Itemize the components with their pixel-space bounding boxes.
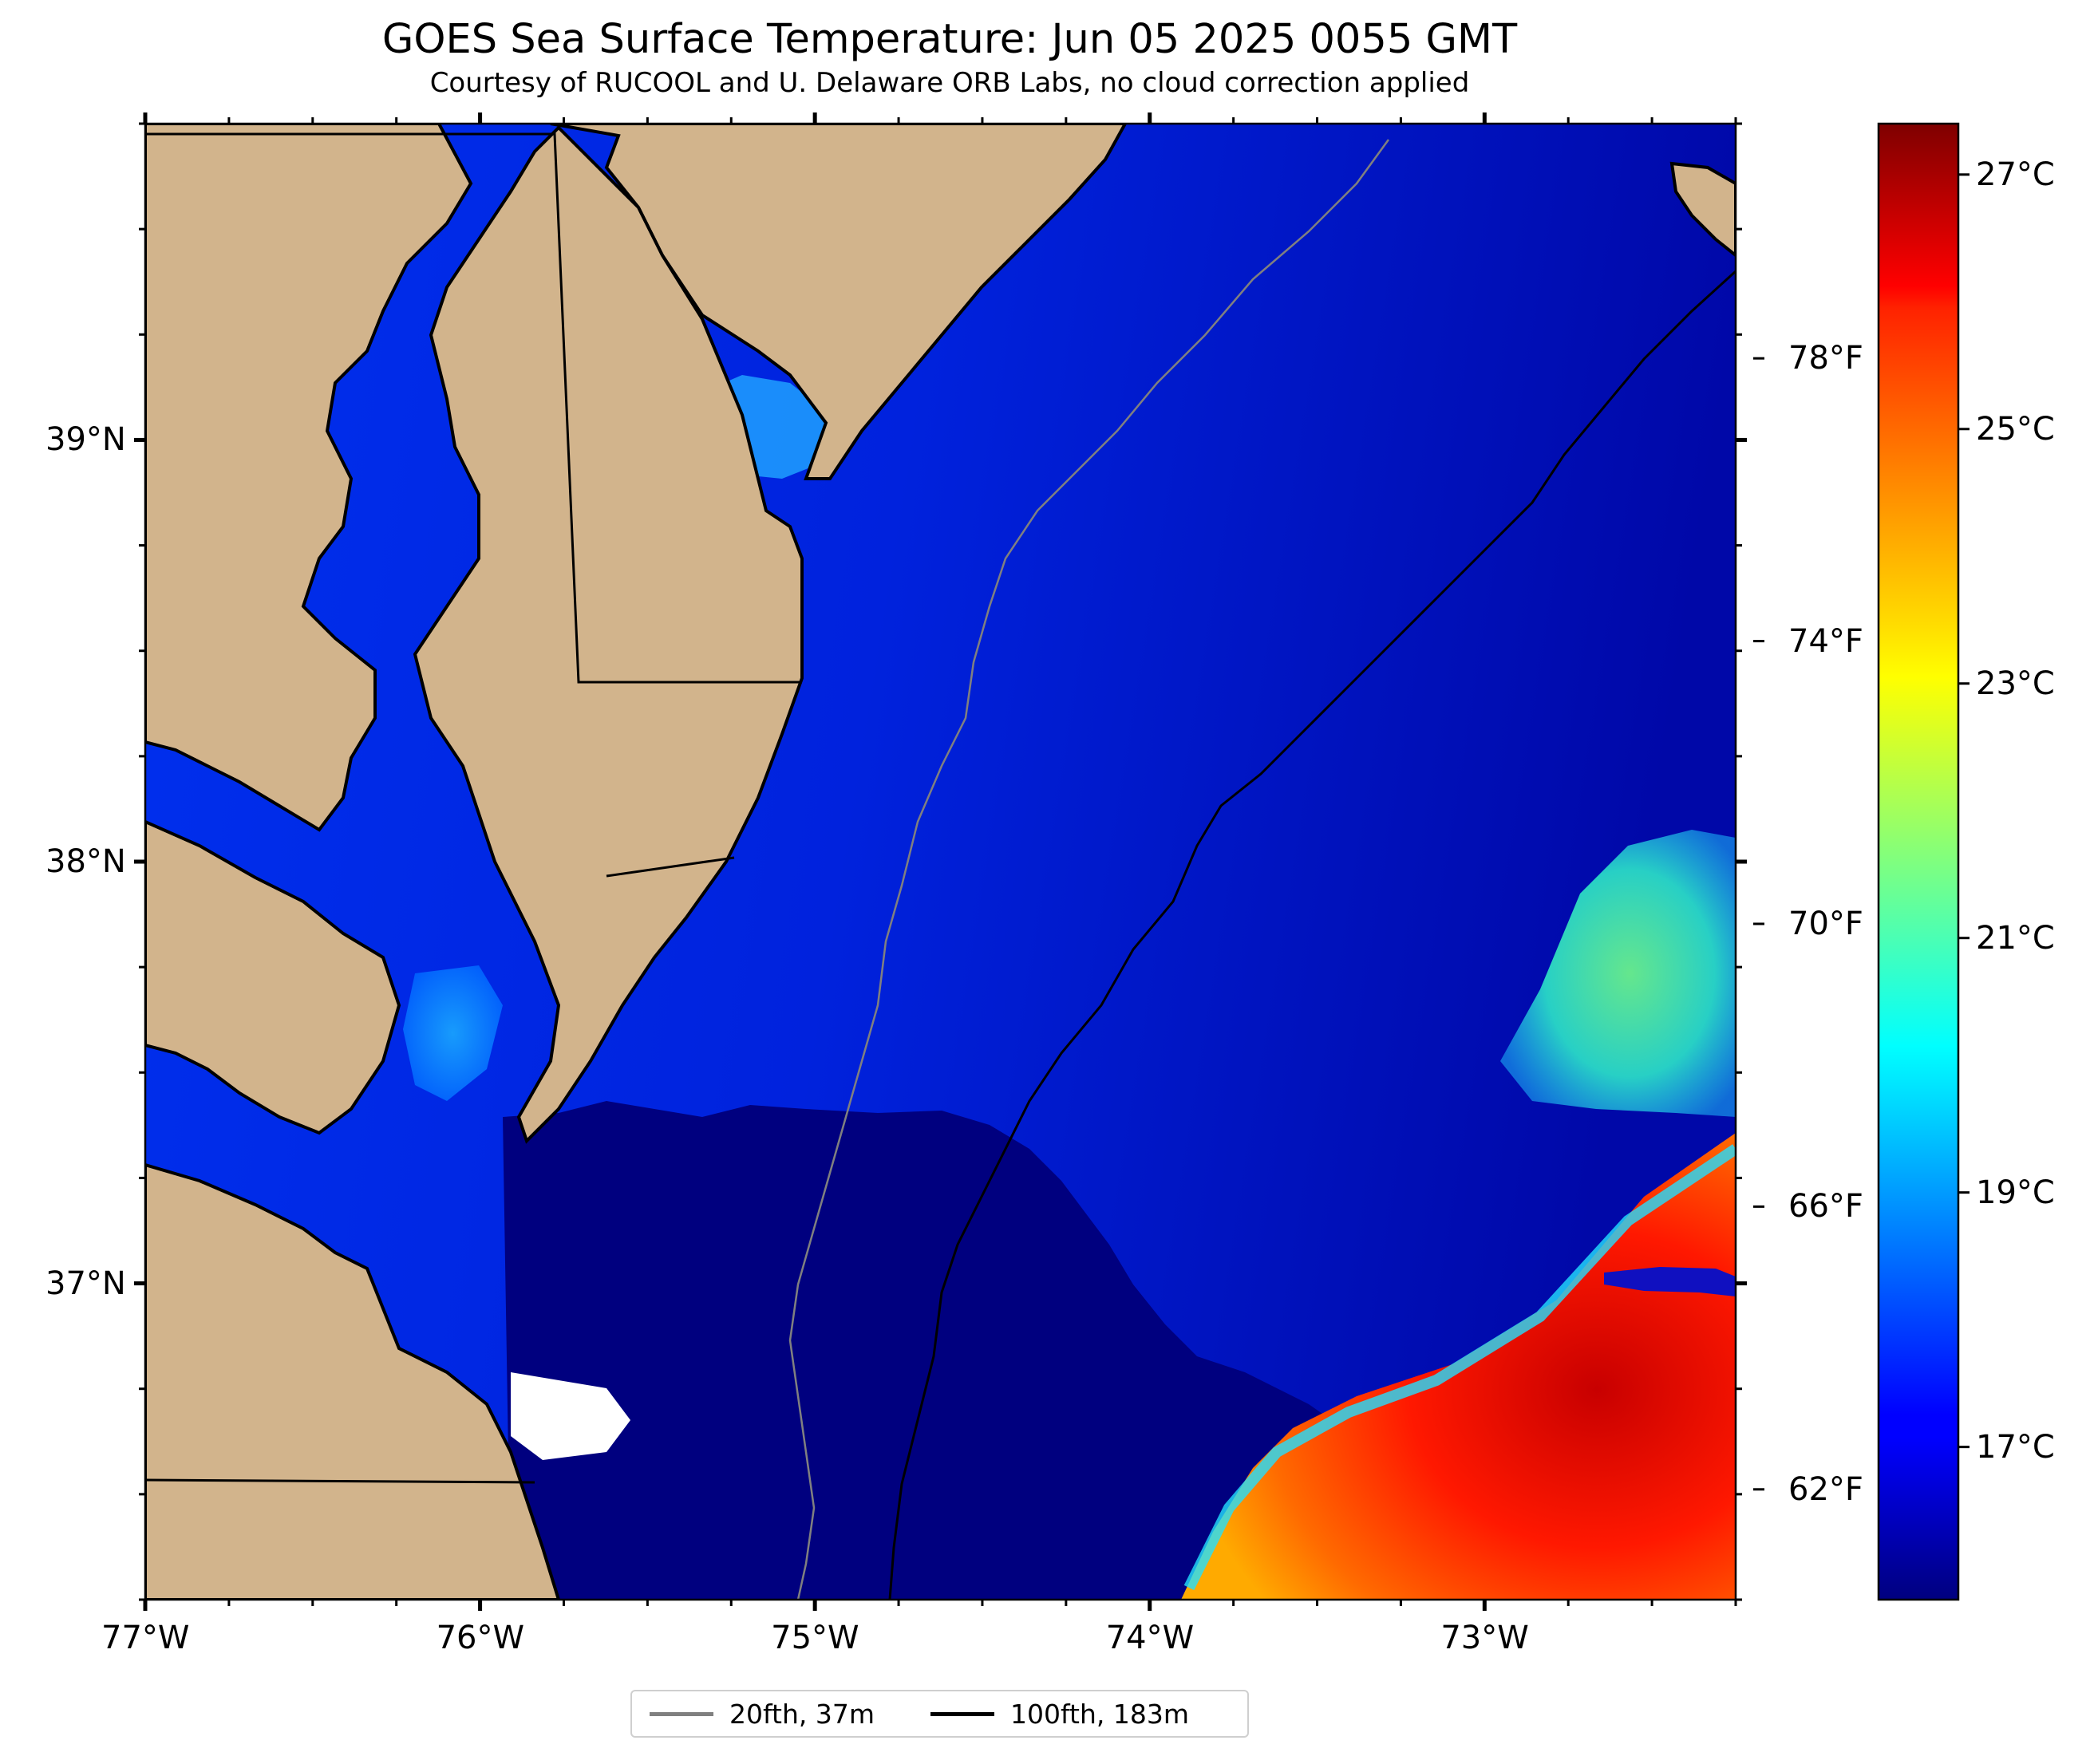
sst-warm-filament bbox=[1183, 1144, 1736, 1591]
sst-cold-eddy bbox=[1604, 1267, 1736, 1296]
legend: 20fth, 37m 100fth, 183m bbox=[630, 1690, 1249, 1738]
colorbar-celsius-label: 27°C bbox=[1976, 156, 2055, 193]
land-delmarva bbox=[413, 125, 804, 1144]
map-layers bbox=[145, 124, 1736, 1600]
land-virginia-neck bbox=[145, 819, 401, 1135]
colorbar-celsius-label: 23°C bbox=[1976, 665, 2055, 702]
colorbar-fahrenheit-label: 66°F bbox=[1788, 1188, 1863, 1225]
land-masses bbox=[145, 124, 1736, 1600]
legend-label-100fth: 100fth, 183m bbox=[1010, 1698, 1189, 1730]
land-virginia-south bbox=[145, 1162, 561, 1600]
lat-tick-label: 39°N bbox=[45, 421, 126, 459]
no-data-east-bay bbox=[511, 1372, 630, 1460]
colorbar bbox=[1877, 122, 1960, 1601]
sst-green-patch bbox=[1500, 830, 1736, 1117]
legend-line-100fth bbox=[930, 1711, 994, 1716]
isobath-100fth bbox=[888, 270, 1736, 1600]
figure-title: GOES Sea Surface Temperature: Jun 05 202… bbox=[381, 16, 1518, 63]
legend-item-20fth: 20fth, 37m bbox=[650, 1699, 875, 1730]
lat-tick-label: 38°N bbox=[45, 843, 126, 880]
lon-tick-label: 76°W bbox=[436, 1620, 525, 1656]
legend-line-20fth bbox=[650, 1711, 713, 1716]
lon-tick-label: 73°W bbox=[1440, 1620, 1529, 1656]
colorbar-fahrenheit-label: 70°F bbox=[1788, 905, 1863, 942]
colorbar-celsius-label: 17°C bbox=[1976, 1428, 2055, 1466]
colorbar-fahrenheit-label: 78°F bbox=[1788, 340, 1863, 377]
land-maryland-west bbox=[145, 124, 473, 832]
colorbar-celsius-label: 19°C bbox=[1976, 1174, 2055, 1211]
figure-subtitle: Courtesy of RUCOOL and U. Delaware ORB L… bbox=[429, 67, 1470, 99]
isobath-20fth bbox=[788, 139, 1390, 1600]
land-long-island bbox=[1669, 161, 1736, 258]
colorbar-celsius-label: 21°C bbox=[1976, 919, 2055, 957]
axis-ticks bbox=[134, 112, 1969, 1611]
lon-tick-label: 74°W bbox=[1105, 1620, 1195, 1656]
colorbar-celsius-label: 25°C bbox=[1976, 410, 2055, 448]
lon-tick-label: 77°W bbox=[101, 1620, 190, 1656]
sst-bay-lightblue bbox=[403, 965, 503, 1101]
colorbar-fahrenheit-label: 74°F bbox=[1788, 622, 1863, 660]
legend-item-100fth: 100fth, 183m bbox=[930, 1699, 1189, 1730]
lon-tick-label: 75°W bbox=[771, 1620, 859, 1656]
legend-label-20fth: 20fth, 37m bbox=[729, 1698, 875, 1730]
state-borders bbox=[145, 132, 802, 1484]
colorbar-fahrenheit-label: 62°F bbox=[1788, 1470, 1863, 1508]
lat-tick-label: 37°N bbox=[45, 1265, 126, 1302]
